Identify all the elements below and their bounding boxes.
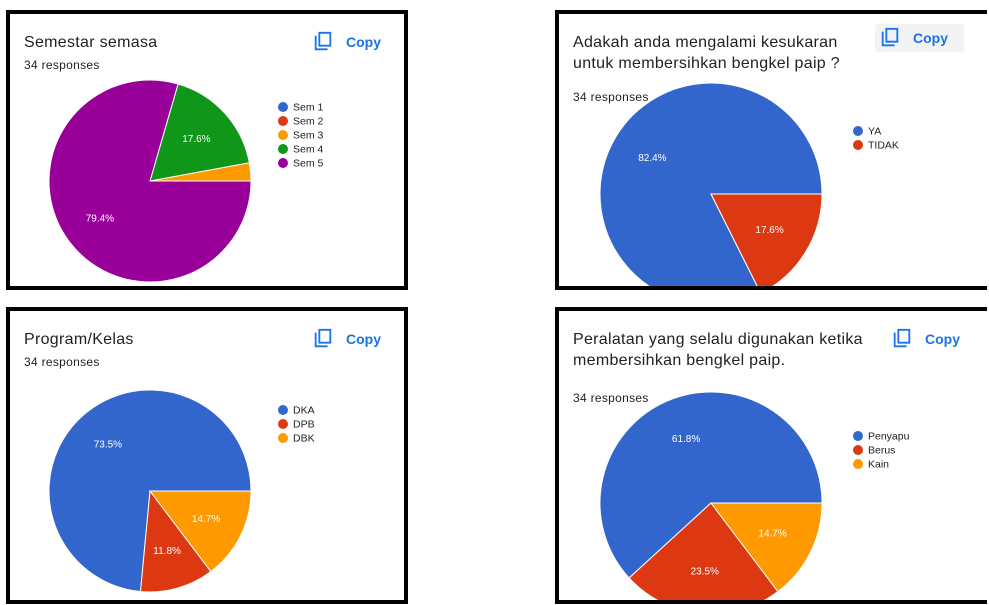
legend-label: YA bbox=[868, 126, 881, 138]
legend-label: Penyapu bbox=[868, 431, 910, 443]
pie-chart: 61.8% 23.5% 14.7% Penyapu Berus Kain bbox=[599, 391, 910, 600]
legend-swatch bbox=[853, 126, 863, 136]
copy-label: Copy bbox=[346, 331, 381, 347]
slice-percent-label: 17.6% bbox=[182, 134, 210, 145]
legend-label: Sem 3 bbox=[293, 130, 324, 142]
legend-swatch bbox=[278, 405, 288, 415]
response-count: 34 responses bbox=[24, 355, 100, 369]
legend-label: Sem 2 bbox=[293, 116, 324, 128]
pie-slice bbox=[599, 391, 823, 579]
pie-slice bbox=[628, 502, 779, 600]
legend-swatch bbox=[278, 130, 288, 140]
response-count: 34 responses bbox=[573, 391, 649, 405]
legend-swatch bbox=[278, 158, 288, 168]
slice-percent-label: 73.5% bbox=[94, 440, 122, 451]
legend-swatch bbox=[853, 459, 863, 469]
slice-percent-label: 61.8% bbox=[672, 434, 700, 445]
chart-card-kesukaran: Adakah anda mengalami kesukaran untuk me… bbox=[555, 10, 987, 290]
pie-slice bbox=[599, 82, 823, 286]
legend-swatch bbox=[278, 419, 288, 429]
pie-slice bbox=[139, 489, 212, 593]
response-count: 34 responses bbox=[24, 58, 100, 72]
pie-slice bbox=[710, 193, 823, 286]
chart-title: Program/Kelas bbox=[24, 331, 134, 348]
pie-slice bbox=[709, 502, 823, 593]
legend-label: Sem 4 bbox=[293, 144, 324, 156]
pie-chart: 73.5% 11.8% 14.7% DKA DPB DBK bbox=[48, 389, 315, 593]
legend-label: DBK bbox=[293, 433, 315, 445]
chart-title: Peralatan yang selalu digunakan ketika m… bbox=[573, 331, 863, 369]
slice-percent-label: 23.5% bbox=[691, 567, 719, 578]
legend-swatch bbox=[278, 102, 288, 112]
copy-label: Copy bbox=[346, 34, 381, 50]
chart-card-program: Program/Kelas 34 responses Copy 73.5% 11.… bbox=[6, 307, 408, 604]
slice-percent-label: 14.7% bbox=[192, 514, 220, 525]
slice-percent-label: 17.6% bbox=[755, 225, 783, 236]
legend-label: Kain bbox=[868, 459, 889, 471]
pie-slice bbox=[149, 83, 250, 182]
legend-swatch bbox=[853, 431, 863, 441]
legend-swatch bbox=[278, 144, 288, 154]
copy-icon bbox=[314, 31, 332, 51]
copy-button[interactable]: Copy bbox=[312, 327, 381, 351]
chart-card-semestar: Semestar semasa 34 responses Copy 17.6% 7… bbox=[6, 10, 408, 290]
legend-label: Sem 5 bbox=[293, 158, 324, 170]
slice-percent-label: 14.7% bbox=[758, 529, 786, 540]
copy-icon bbox=[314, 328, 332, 348]
chart-title: Semestar semasa bbox=[24, 34, 158, 51]
response-count: 34 responses bbox=[573, 90, 649, 104]
chart-card-peralatan: Peralatan yang selalu digunakan ketika m… bbox=[555, 307, 987, 604]
legend-swatch bbox=[853, 140, 863, 150]
copy-icon bbox=[881, 27, 899, 47]
copy-icon bbox=[893, 328, 911, 348]
slice-percent-label: 82.4% bbox=[638, 153, 666, 164]
legend-swatch bbox=[278, 116, 288, 126]
chart-title: Adakah anda mengalami kesukaran untuk me… bbox=[573, 34, 840, 72]
legend-label: Berus bbox=[868, 445, 895, 457]
legend-swatch bbox=[278, 433, 288, 443]
copy-button[interactable]: Copy bbox=[312, 30, 381, 54]
legend-label: DKA bbox=[293, 405, 315, 417]
pie-chart: 17.6% 79.4% Sem 1 Sem 2 Sem 3 Sem 4 Sem 5 bbox=[48, 79, 324, 283]
pie-slice bbox=[48, 79, 252, 283]
legend-swatch bbox=[853, 445, 863, 455]
slice-percent-label: 11.8% bbox=[153, 546, 181, 557]
copy-button[interactable]: Copy bbox=[875, 24, 964, 52]
copy-label: Copy bbox=[913, 30, 948, 46]
legend-label: Sem 1 bbox=[293, 102, 324, 114]
legend-label: DPB bbox=[293, 419, 315, 431]
copy-button[interactable]: Copy bbox=[891, 327, 960, 351]
slice-percent-label: 79.4% bbox=[86, 214, 114, 225]
pie-slice bbox=[148, 490, 252, 573]
pie-chart: 82.4% 17.6% YA TIDAK bbox=[599, 82, 899, 286]
copy-label: Copy bbox=[925, 331, 960, 347]
legend-label: TIDAK bbox=[868, 140, 899, 152]
